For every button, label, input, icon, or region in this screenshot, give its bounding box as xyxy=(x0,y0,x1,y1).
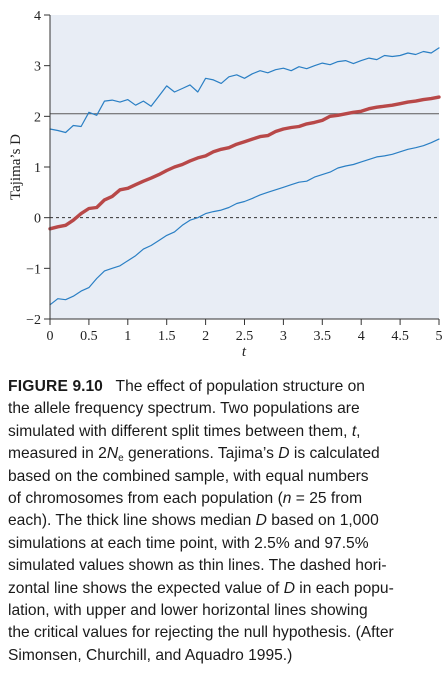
x-tick-label: 4.5 xyxy=(391,329,409,344)
caption-text: is calculated xyxy=(289,445,380,463)
figure-number: 9.10 xyxy=(72,378,103,395)
caption-text: based on 1,000 xyxy=(266,512,379,530)
series-line-2 xyxy=(49,138,440,306)
x-tick-label: 4 xyxy=(358,329,365,344)
y-tick-label: 2 xyxy=(34,110,41,125)
x-tick-label: 1 xyxy=(124,329,131,344)
tajima-d-chart: 0 0.5 1 1.5 2 2.5 3 3.5 4 4.5 5 −2 −1 0 1 2 3 4 t Tajima… xyxy=(8,9,443,360)
caption-line-4: measured in 2Ne generations. Tajima’s D … xyxy=(8,443,438,465)
series-line-0 xyxy=(49,47,440,134)
caption-line-12: the critical values for rejecting the nu… xyxy=(8,624,394,642)
y-axis-label: Tajima’s D xyxy=(8,134,24,200)
caption-line-7: each). The thick line shows median D bas… xyxy=(8,510,438,532)
caption-text: each). The thick line shows median xyxy=(8,512,252,530)
caption-line-10: zontal line shows the expected value of … xyxy=(8,578,438,600)
var-d: D xyxy=(255,512,267,530)
figure-caption: FIGURE 9.10 The effect of population str… xyxy=(8,376,438,667)
x-axis-label: t xyxy=(242,344,247,360)
var-d: D xyxy=(278,445,290,463)
x-tick-label: 3 xyxy=(280,329,287,344)
caption-line-11: lation, with upper and lower horizontal … xyxy=(8,602,368,620)
caption-text: of chromosomes from each population ( xyxy=(8,490,283,508)
caption-line-2: the allele frequency spectrum. Two popul… xyxy=(8,400,360,418)
caption-text: = 25 from xyxy=(291,490,363,508)
var-d: D xyxy=(283,579,295,597)
caption-text: zontal line shows the expected value of xyxy=(8,579,280,597)
y-axis-ticks: −2 −1 0 1 2 3 4 xyxy=(26,9,50,328)
series-lines xyxy=(48,47,441,306)
x-tick-label: 5 xyxy=(436,329,443,344)
y-tick-label: 4 xyxy=(34,9,41,24)
caption-text: , xyxy=(356,422,361,440)
y-tick-label: −2 xyxy=(26,313,41,328)
figure-label: FIGURE xyxy=(8,378,69,395)
caption-title: The effect of population structure on xyxy=(115,378,365,395)
caption-line-5: based on the combined sample, with equal… xyxy=(8,467,369,485)
caption-text: simulated with different split times bet… xyxy=(8,422,348,440)
caption-line-1: FIGURE 9.10 The effect of population str… xyxy=(8,376,438,398)
x-tick-label: 0 xyxy=(47,329,54,344)
y-tick-label: −1 xyxy=(26,262,41,277)
caption-line-3: simulated with different split times bet… xyxy=(8,421,438,443)
caption-line-9: simulated values shown as thin lines. Th… xyxy=(8,557,387,575)
plot-area xyxy=(50,15,439,319)
caption-line-13: Simonsen, Churchill, and Aquadro 1995.) xyxy=(8,646,293,664)
var-t: t xyxy=(351,422,357,440)
series-line-1-median xyxy=(48,95,441,231)
caption-text: measured in 2 xyxy=(8,445,107,463)
x-tick-label: 2.5 xyxy=(236,329,254,344)
y-tick-label: 0 xyxy=(34,212,41,227)
x-tick-label: 3.5 xyxy=(314,329,332,344)
caption-text: in each popu- xyxy=(294,579,394,597)
caption-line-8: simulations at each time point, with 2.5… xyxy=(8,534,369,552)
var-n: N xyxy=(106,445,119,463)
x-tick-label: 0.5 xyxy=(80,329,98,344)
reference-lines xyxy=(50,113,439,219)
x-axis-ticks: 0 0.5 1 1.5 2 2.5 3 3.5 4 4.5 5 xyxy=(47,319,443,344)
y-tick-label: 1 xyxy=(34,161,41,176)
y-tick-label: 3 xyxy=(34,60,41,75)
caption-line-6: of chromosomes from each population (n =… xyxy=(8,488,438,510)
subscript-e: e xyxy=(118,453,124,465)
x-tick-label: 2 xyxy=(202,329,209,344)
var-n-lower: n xyxy=(282,490,292,508)
caption-text: generations. Tajima’s xyxy=(123,445,279,463)
x-tick-label: 1.5 xyxy=(158,329,176,344)
